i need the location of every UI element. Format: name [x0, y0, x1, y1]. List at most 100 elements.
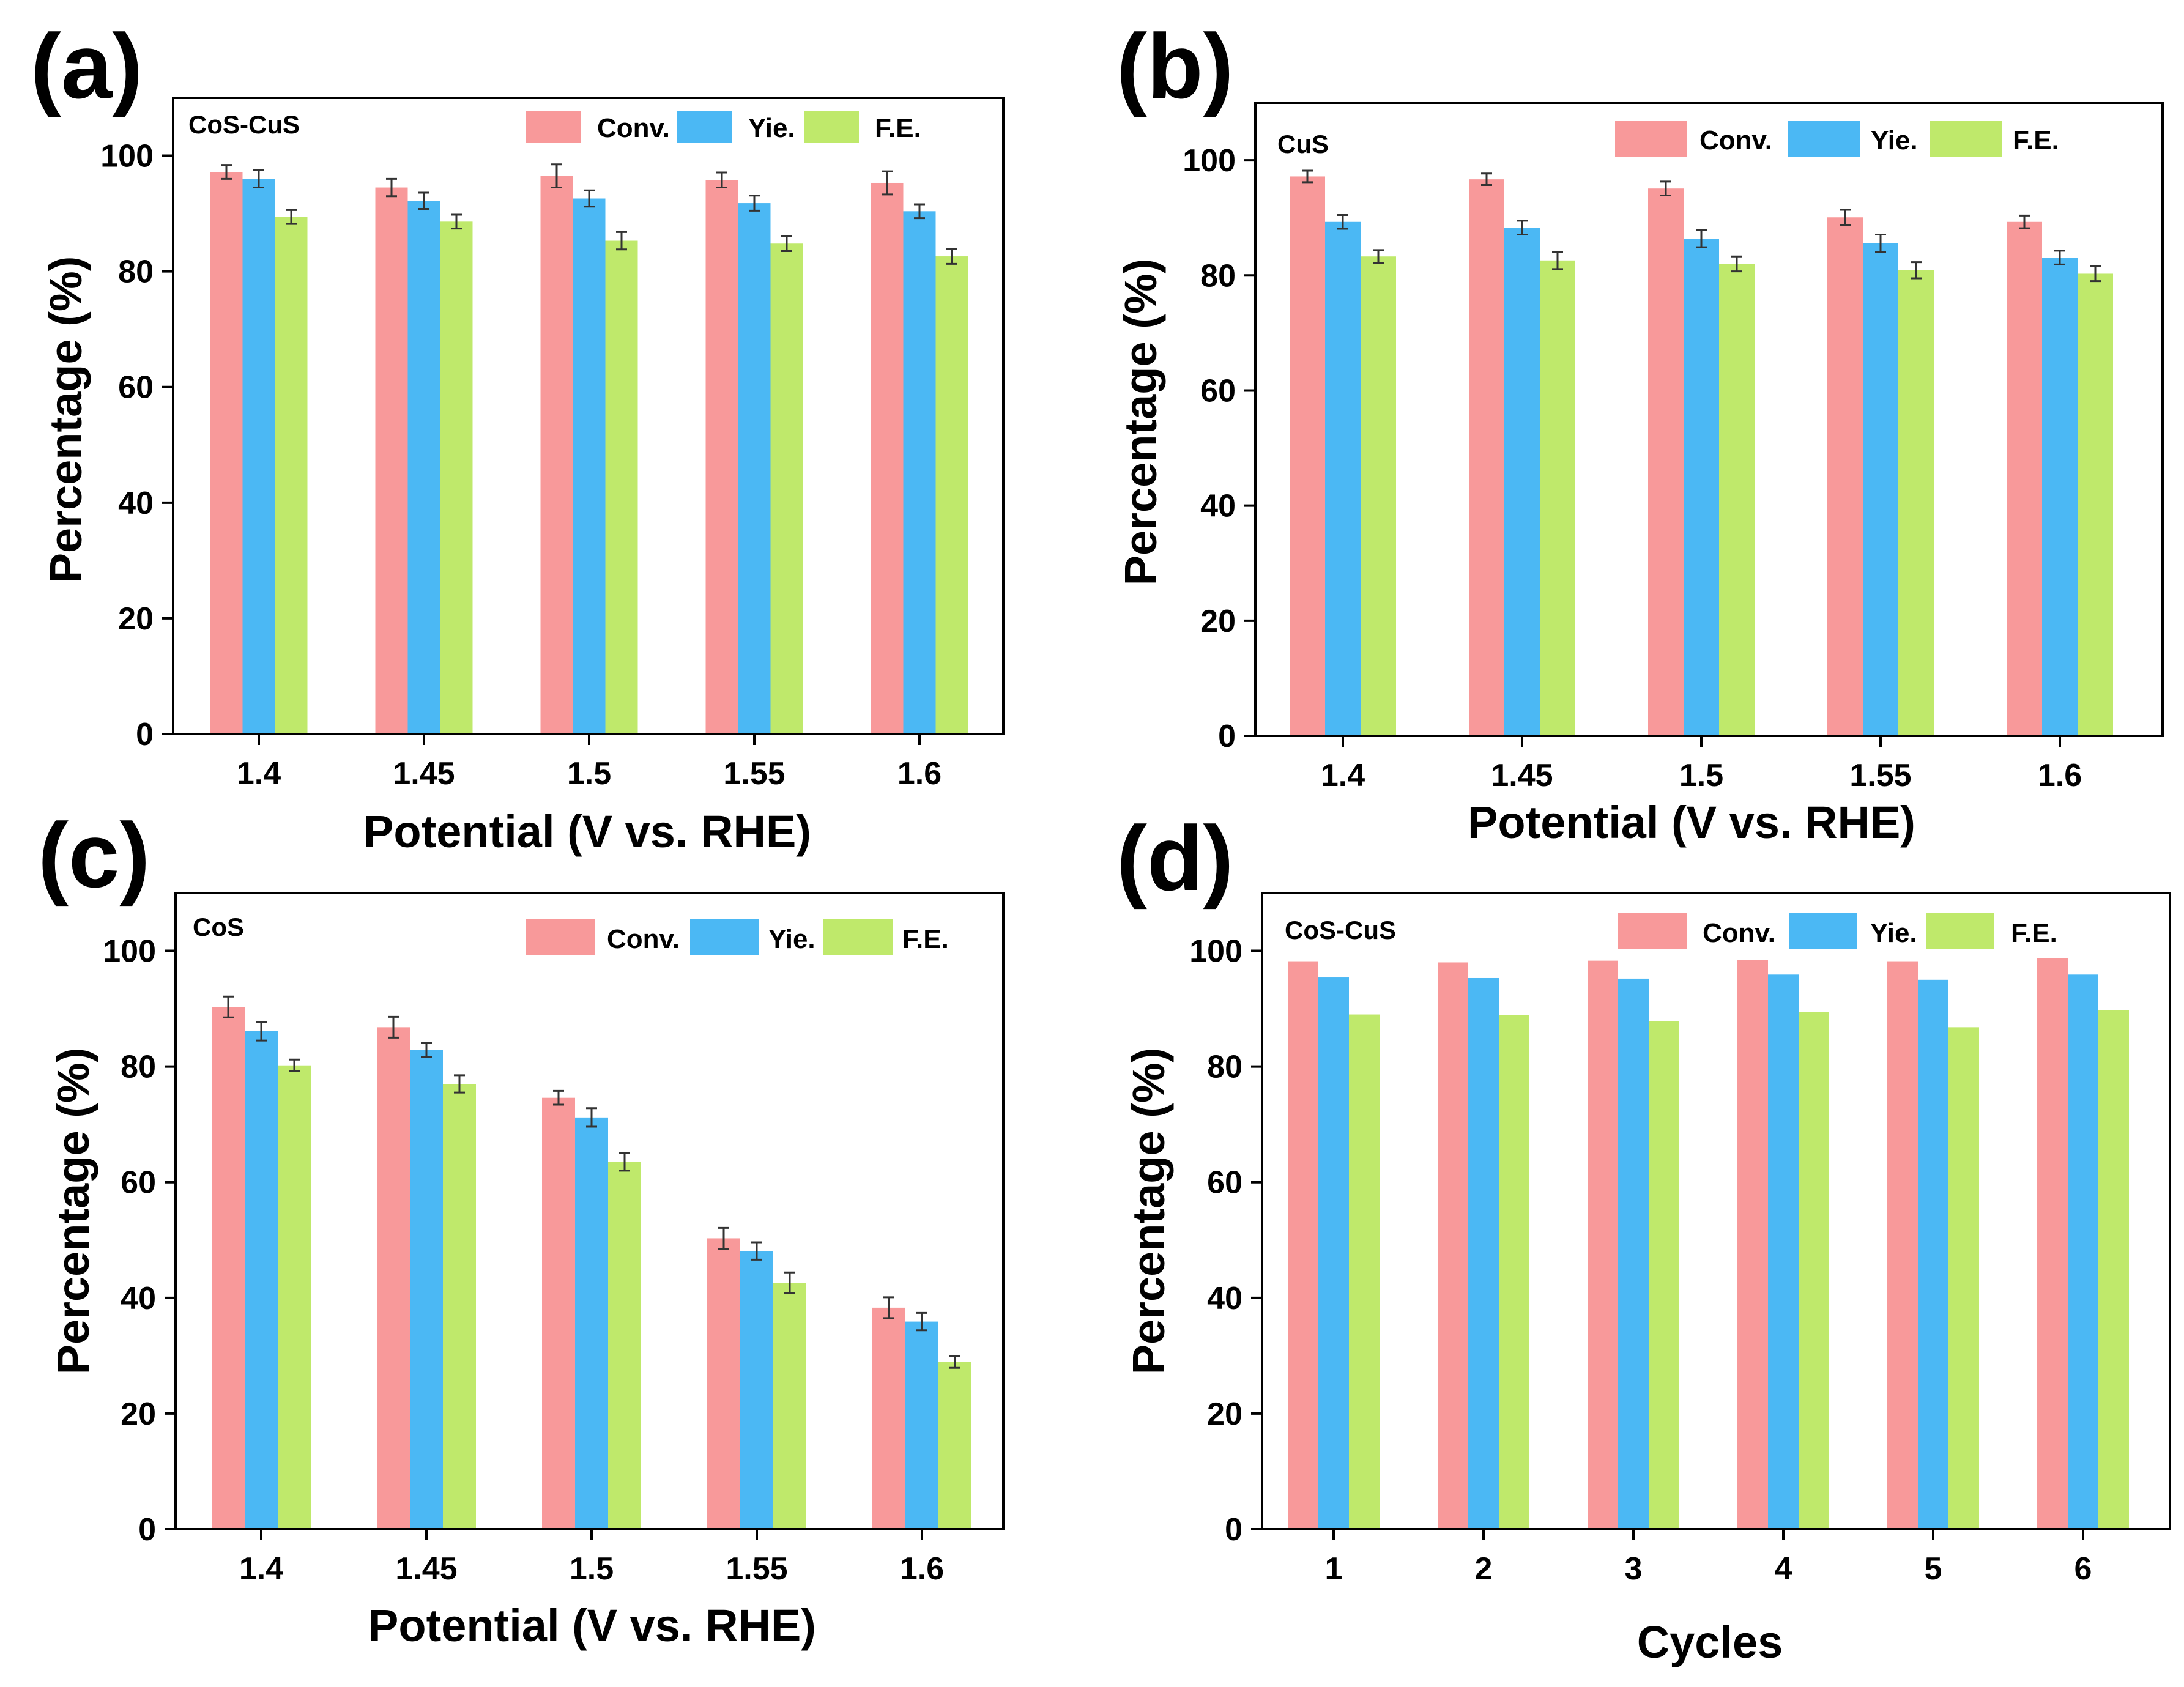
panel-b-bar-conv-3	[1827, 217, 1863, 736]
panel-a-y-tick-label-3: 60	[118, 370, 154, 406]
panel-a-errorbar-yie-3	[749, 195, 760, 212]
panel-b-errorbar-conv-0	[1302, 169, 1313, 184]
panel-a-label: (a)	[31, 15, 143, 117]
panel-b-y-tick-label-3: 60	[1200, 373, 1236, 409]
panel-b-y-tick-label-0: 0	[1218, 719, 1236, 754]
panel-b: (b) CuS Potential (V vs. RHE) Percentage…	[1115, 15, 2164, 848]
panel-b-plot: 0 20 40 60 80 100 1.4 1.45 1.5 1.55 1.6	[1183, 102, 2164, 793]
panel-c-errorbar-conv-0	[223, 995, 234, 1018]
panel-a-legend: Conv. Yie. F.E.	[526, 111, 921, 143]
panel-a-legend-swatch-conv	[526, 111, 581, 143]
panel-d-bar-yie-1	[1468, 977, 1499, 1529]
panel-a-errorbar-fe-4	[946, 248, 957, 265]
panel-b-errorbar-yie-3	[1875, 233, 1886, 253]
panel-c-x-tick-label-1: 1.45	[395, 1551, 457, 1587]
panel-d-plot: 0 20 40 60 80 100 1 2 3 4 5 6	[1189, 892, 2171, 1587]
panel-c-errorbar-conv-4	[883, 1296, 894, 1319]
panel-c-errorbar-yie-2	[586, 1107, 597, 1128]
panel-b-bar-conv-2	[1648, 188, 1684, 736]
panel-b-bar-yie-1	[1504, 228, 1540, 736]
panel-c-bar-conv-1	[377, 1027, 410, 1529]
panel-a-errorbar-yie-0	[253, 169, 264, 189]
panel-d-bar-fe-4	[1948, 1027, 1979, 1529]
panel-b-bar-yie-0	[1325, 221, 1361, 736]
panel-d: (d) CoS-CuS Cycles Percentage (%) Conv. …	[1116, 807, 2171, 1667]
panel-a-errorbar-conv-4	[882, 170, 893, 196]
panel-c-errorbar-fe-4	[949, 1355, 960, 1369]
panel-d-x-tick-label-1: 2	[1475, 1551, 1493, 1587]
panel-c-legend-swatch-conv	[526, 919, 595, 955]
panel-b-axes-frame	[1254, 102, 2164, 737]
panel-b-y-axis-title: Percentage (%)	[1115, 259, 1166, 586]
panel-d-bar-conv-4	[1887, 961, 1918, 1529]
panel-b-bar-yie-2	[1684, 239, 1719, 736]
panel-c-plot: 0 20 40 60 80 100 1.4 1.45 1.5 1.55 1.6	[103, 892, 1005, 1587]
panel-c-sample-label: CoS	[193, 913, 244, 941]
panel-a-bar-conv-4	[871, 182, 904, 734]
panel-a-bar-fe-1	[440, 221, 473, 734]
panel-b-y-tick-label-4: 80	[1200, 258, 1236, 294]
panel-b-x-tick-label-4: 1.6	[2038, 758, 2082, 793]
panel-c-bar-conv-3	[707, 1238, 740, 1529]
panel-a-bar-conv-2	[540, 176, 573, 734]
panel-a-y-tick-label-1: 20	[118, 601, 154, 637]
panel-b-errorbar-yie-2	[1696, 229, 1707, 248]
panel-c-bar-conv-0	[212, 1007, 245, 1529]
panel-c-bar-conv-2	[542, 1097, 575, 1529]
panel-d-x-tick-label-4: 5	[1925, 1551, 1942, 1587]
panel-b-bar-fe-2	[1719, 264, 1755, 736]
panel-c-y-tick-label-2: 40	[121, 1281, 156, 1316]
panel-c-bar-fe-4	[938, 1362, 971, 1529]
panel-d-legend-swatch-yie	[1789, 913, 1857, 949]
panel-b-legend-label-fe: F.E.	[2013, 125, 2059, 155]
panel-b-errorbar-conv-2	[1660, 180, 1671, 196]
panel-c-errorbar-yie-4	[916, 1311, 927, 1332]
panel-d-bar-yie-3	[1768, 974, 1799, 1529]
panel-d-x-tick-label-5: 6	[2074, 1551, 2092, 1587]
panel-d-legend: Conv. Yie. F.E.	[1618, 913, 2057, 949]
panel-c-y-axis-title: Percentage (%)	[48, 1048, 98, 1375]
panel-b-errorbar-fe-4	[2090, 265, 2101, 283]
panel-d-bar-fe-0	[1349, 1014, 1380, 1529]
panel-c-bar-yie-2	[575, 1117, 608, 1529]
panel-b-y-tick-label-2: 40	[1200, 489, 1236, 524]
panel-c-axes-frame	[174, 892, 1005, 1530]
panel-b-x-tick-label-0: 1.4	[1321, 758, 1365, 793]
panel-a-legend-label-yie: Yie.	[748, 113, 795, 143]
panel-b-bar-fe-1	[1540, 260, 1575, 736]
panel-a-errorbar-fe-3	[781, 235, 792, 253]
panel-a-errorbar-yie-2	[584, 189, 595, 208]
panel-b-legend-swatch-yie	[1788, 121, 1860, 157]
panel-c-errorbar-conv-3	[718, 1226, 729, 1250]
panel-d-bar-yie-0	[1318, 977, 1349, 1529]
panel-b-errorbar-fe-0	[1373, 249, 1384, 264]
panel-a-errorbar-conv-0	[221, 164, 232, 180]
panel-c-x-tick-label-2: 1.5	[570, 1551, 614, 1587]
panel-a-y-tick-label-2: 40	[118, 486, 154, 521]
panel-d-label: (d)	[1116, 807, 1234, 910]
panel-a-legend-label-fe: F.E.	[875, 113, 921, 143]
panel-a-bar-fe-4	[935, 256, 968, 734]
panel-c-y-tick-label-4: 80	[121, 1050, 156, 1085]
panel-d-y-tick-label-1: 20	[1207, 1396, 1242, 1432]
panel-d-x-tick-label-3: 4	[1775, 1551, 1792, 1587]
panel-d-bar-conv-0	[1288, 961, 1318, 1529]
panel-b-errorbar-yie-1	[1517, 220, 1528, 235]
panel-a-errorbar-conv-2	[551, 163, 562, 189]
panel-a-bar-fe-0	[275, 217, 308, 734]
panel-b-errorbar-fe-2	[1731, 255, 1742, 273]
panel-c-y-tick-label-3: 60	[121, 1165, 156, 1201]
panel-b-y-tick-label-1: 20	[1200, 604, 1236, 639]
panel-c-errorbar-yie-0	[256, 1021, 267, 1042]
panel-c-label: (c)	[38, 804, 150, 907]
panel-a-x-tick-label-2: 1.5	[567, 756, 611, 792]
panel-d-y-tick-label-5: 100	[1189, 934, 1242, 970]
panel-c-legend-label-yie: Yie.	[768, 924, 815, 954]
panel-c-legend: Conv. Yie. F.E.	[526, 919, 949, 955]
panel-a-errorbar-yie-1	[418, 191, 429, 210]
panel-d-x-axis-title: Cycles	[1637, 1617, 1783, 1667]
panel-a-errorbar-fe-0	[286, 209, 297, 225]
panel-c-x-tick-label-3: 1.55	[726, 1551, 787, 1587]
panel-b-errorbar-yie-4	[2054, 250, 2065, 265]
